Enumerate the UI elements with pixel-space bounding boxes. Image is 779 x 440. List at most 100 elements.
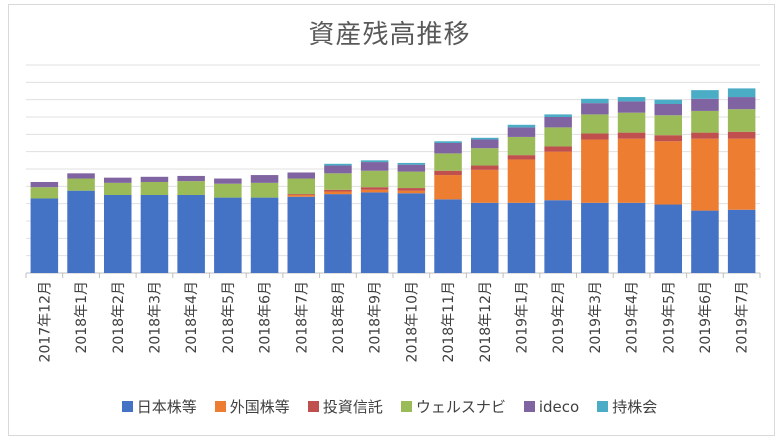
bar-segment-4-6 bbox=[250, 175, 279, 183]
x-tick-label: 2018年7月 bbox=[294, 281, 310, 354]
chart-title: 資産残高推移 bbox=[308, 20, 471, 50]
legend-label: ideco bbox=[538, 397, 580, 416]
bar-segment-3-7 bbox=[287, 178, 316, 195]
bar-segment-0-3 bbox=[140, 195, 169, 273]
bar-segment-1-16 bbox=[617, 138, 646, 203]
bar-segment-1-15 bbox=[581, 139, 609, 203]
bar-segment-5-14 bbox=[544, 114, 572, 117]
bar-segment-4-7 bbox=[287, 172, 316, 179]
bar-segment-1-9 bbox=[360, 189, 389, 193]
bar-segment-2-17 bbox=[654, 135, 683, 142]
bar-segment-3-0 bbox=[30, 187, 59, 199]
bar-segment-1-10 bbox=[397, 190, 426, 194]
bar-segment-4-19 bbox=[727, 97, 756, 110]
bar-segment-3-15 bbox=[581, 114, 609, 134]
bar-segment-4-8 bbox=[324, 165, 352, 174]
x-tick-label: 2018年1月 bbox=[74, 281, 90, 354]
bar-segment-3-5 bbox=[214, 183, 242, 198]
bar-segment-2-15 bbox=[581, 133, 609, 140]
bar-segment-1-13 bbox=[507, 159, 536, 203]
bar-segment-0-19 bbox=[727, 209, 756, 273]
bar-segment-2-18 bbox=[691, 132, 719, 139]
bar-segment-5-11 bbox=[434, 141, 462, 143]
legend-swatch bbox=[121, 401, 133, 412]
bar-segment-4-9 bbox=[360, 162, 389, 171]
bar-segment-4-4 bbox=[177, 175, 205, 182]
legend-item: ideco bbox=[523, 396, 580, 417]
bar-segment-2-14 bbox=[544, 146, 572, 152]
bar-segment-0-2 bbox=[103, 195, 132, 273]
bar-segment-2-13 bbox=[507, 155, 536, 160]
bar-segment-3-14 bbox=[544, 127, 572, 147]
bar-segment-0-6 bbox=[250, 197, 279, 273]
bar-segment-4-2 bbox=[103, 177, 132, 183]
x-tick-label: 2019年4月 bbox=[625, 281, 641, 354]
x-tick-label: 2019年1月 bbox=[514, 281, 530, 354]
legend-swatch bbox=[307, 401, 319, 412]
bar-segment-5-16 bbox=[617, 97, 646, 102]
x-tick-label: 2018年9月 bbox=[368, 281, 384, 354]
bar-segment-3-9 bbox=[360, 170, 389, 188]
x-tick-label: 2019年2月 bbox=[551, 281, 567, 354]
bar-segment-2-12 bbox=[470, 165, 499, 170]
bar-segment-0-17 bbox=[654, 204, 683, 273]
bar-segment-0-10 bbox=[397, 193, 426, 273]
bar-segment-3-1 bbox=[67, 178, 95, 191]
bar-segment-0-8 bbox=[324, 194, 352, 273]
bar-segment-3-13 bbox=[507, 136, 536, 156]
bar-segment-4-0 bbox=[30, 182, 59, 188]
bar-segment-3-16 bbox=[617, 112, 646, 133]
bar-segment-5-10 bbox=[397, 162, 426, 165]
x-tick-label: 2017年12月 bbox=[37, 281, 53, 362]
bar-segment-4-15 bbox=[581, 103, 609, 115]
bar-segment-4-17 bbox=[654, 104, 683, 116]
bar-segment-3-17 bbox=[654, 115, 683, 136]
bar-segment-5-15 bbox=[581, 98, 609, 104]
x-tick-label: 2019年6月 bbox=[698, 281, 714, 354]
x-tick-label: 2018年10月 bbox=[404, 281, 420, 362]
bar-segment-4-18 bbox=[691, 98, 719, 111]
bar-segment-0-16 bbox=[617, 202, 646, 273]
bar-segment-1-18 bbox=[691, 138, 719, 211]
bar-segment-2-19 bbox=[727, 131, 756, 139]
bar-segment-1-12 bbox=[470, 169, 499, 203]
bar-segment-0-11 bbox=[434, 199, 462, 273]
legend-label: 日本株等 bbox=[136, 398, 197, 416]
x-tick-label: 2018年8月 bbox=[331, 281, 347, 354]
bar-segment-3-8 bbox=[324, 173, 352, 190]
bar-segment-1-8 bbox=[324, 191, 352, 195]
bar-segment-3-2 bbox=[103, 182, 132, 195]
bar-segment-4-3 bbox=[140, 176, 169, 182]
x-tick-label: 2018年2月 bbox=[111, 281, 127, 354]
x-tick-label: 2019年3月 bbox=[588, 281, 604, 354]
bar-segment-3-12 bbox=[470, 148, 499, 166]
chart-legend: 日本株等 外国株等 投資信託 ウェルスナビ ideco 持株会 bbox=[0, 396, 779, 417]
bar-segment-2-11 bbox=[434, 170, 462, 176]
x-tick-label: 2018年12月 bbox=[478, 281, 494, 362]
bar-segment-4-13 bbox=[507, 127, 536, 137]
bar-segment-4-14 bbox=[544, 117, 572, 128]
bar-segment-3-11 bbox=[434, 153, 462, 171]
legend-item: 投資信託 bbox=[307, 396, 383, 417]
bar-segment-3-4 bbox=[177, 181, 205, 195]
legend-label: 持株会 bbox=[612, 398, 658, 416]
bar-segment-4-16 bbox=[617, 101, 646, 113]
bar-segment-3-10 bbox=[397, 171, 426, 189]
bar-segment-5-13 bbox=[507, 124, 536, 128]
bar-segment-4-12 bbox=[470, 139, 499, 149]
bar-segment-5-8 bbox=[324, 163, 352, 166]
bar-segment-4-5 bbox=[214, 178, 242, 184]
x-tick-label: 2019年7月 bbox=[735, 281, 751, 354]
bar-segment-0-7 bbox=[287, 196, 316, 273]
bar-segment-1-7 bbox=[287, 195, 316, 197]
bar-segment-3-6 bbox=[250, 182, 279, 198]
legend-swatch bbox=[400, 401, 412, 412]
bar-segment-0-0 bbox=[30, 198, 59, 273]
legend-item: 日本株等 bbox=[121, 396, 197, 417]
bar-segment-5-17 bbox=[654, 99, 683, 104]
bar-segment-0-15 bbox=[581, 202, 609, 273]
x-tick-label: 2018年6月 bbox=[258, 281, 274, 354]
bar-segment-5-12 bbox=[470, 137, 499, 140]
bar-segment-1-14 bbox=[544, 151, 572, 201]
